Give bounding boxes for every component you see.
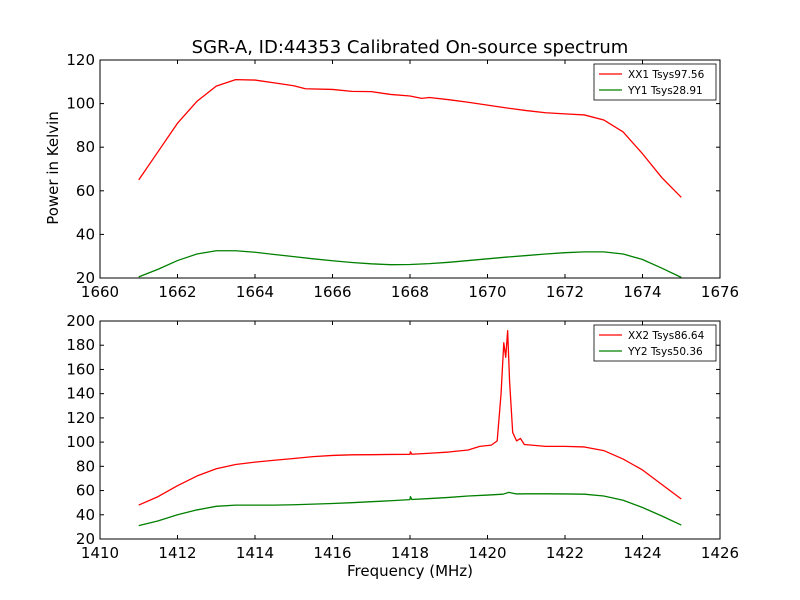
- y-tick-label: 140: [66, 385, 95, 403]
- x-tick-label: 1410: [81, 544, 119, 562]
- x-axis-label: Frequency (MHz): [347, 562, 473, 580]
- x-tick-label: 1420: [468, 544, 506, 562]
- y-tick-label: 60: [76, 182, 95, 200]
- x-tick-label: 1412: [158, 544, 196, 562]
- x-tick-label: 1418: [391, 544, 429, 562]
- y-tick-label: 60: [76, 482, 95, 500]
- x-tick-label: 1668: [391, 283, 429, 301]
- y-tick-label: 200: [66, 312, 95, 330]
- y-tick-label: 100: [66, 95, 95, 113]
- y-tick-label: 120: [66, 51, 95, 69]
- series-line-yy2: [138, 491, 682, 527]
- y-tick-label: 40: [76, 225, 95, 243]
- x-tick-label: 1672: [546, 283, 584, 301]
- x-tick-label: 1422: [546, 544, 584, 562]
- bottom-panel-xx2-yy2: 1410 1412 1414 1416 1418 1420 1422 1424 1426 20 40…: [66, 312, 739, 562]
- y-tick-label: 20: [76, 269, 95, 287]
- legend-entry: YY1 Tsys28.91: [627, 85, 703, 97]
- y-tick-label: 20: [76, 530, 95, 548]
- y-tick-label: 80: [76, 138, 95, 156]
- y-tick-label: 120: [66, 409, 95, 427]
- series-line-xx1: [138, 78, 682, 198]
- x-tick-label: 1666: [313, 283, 351, 301]
- y-tick-label: 40: [76, 506, 95, 524]
- x-tick-label: 1662: [158, 283, 196, 301]
- y-tick-label: 180: [66, 336, 95, 354]
- chart-title: SGR-A, ID:44353 Calibrated On-source spe…: [192, 37, 629, 58]
- x-tick-label: 1416: [313, 544, 351, 562]
- legend-entry: YY2 Tsys50.36: [627, 346, 703, 358]
- y-tick-label: 80: [76, 457, 95, 475]
- legend-box: [593, 324, 717, 362]
- x-tick-label: 1670: [468, 283, 506, 301]
- x-tick-label: 1660: [81, 283, 119, 301]
- legend-box: [593, 63, 717, 101]
- series-line-xx2: [138, 330, 682, 506]
- y-tick-label: 160: [66, 360, 95, 378]
- x-tick-label: 1674: [623, 283, 661, 301]
- top-panel-xx1-yy1: 1660 1662 1664 1666 1668 1670 1672 1674 1676 20 40…: [66, 51, 739, 301]
- x-tick-label: 1424: [623, 544, 661, 562]
- y-axis-label: Power in Kelvin: [44, 111, 62, 225]
- legend-entry: XX2 Tsys86.64: [628, 330, 705, 342]
- x-tick-label: 1426: [701, 544, 739, 562]
- x-tick-label: 1414: [236, 544, 274, 562]
- x-tick-label: 1664: [236, 283, 274, 301]
- series-line-yy1: [138, 250, 682, 278]
- y-tick-label: 100: [66, 433, 95, 451]
- x-tick-label: 1676: [701, 283, 739, 301]
- legend-entry: XX1 Tsys97.56: [628, 69, 705, 81]
